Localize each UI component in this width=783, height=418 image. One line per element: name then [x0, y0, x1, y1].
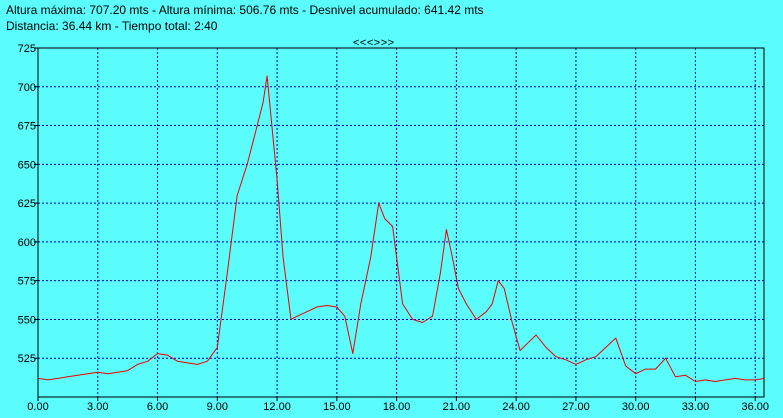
x-tick-label: 30.00 — [622, 401, 650, 413]
plot-border — [37, 47, 765, 398]
y-tick-label: 600 — [18, 237, 36, 249]
x-tick-label: 15.00 — [323, 401, 351, 413]
x-tick-label: 33.00 — [682, 401, 710, 413]
y-tick-label: 725 — [18, 43, 36, 55]
x-tick-label: 27.00 — [562, 401, 590, 413]
x-tick-label: 3.00 — [87, 401, 108, 413]
elevation-line — [37, 75, 765, 382]
x-tick-label: 18.00 — [383, 401, 411, 413]
stats-distance-time-line: Distancia: 36.44 km - Tiempo total: 2:40 — [6, 19, 218, 33]
stats-summary-line: Altura máxima: 707.20 mts - Altura mínim… — [6, 3, 484, 17]
y-tick-label: 675 — [18, 121, 36, 133]
y-tick-label: 700 — [18, 82, 36, 94]
x-tick-label: 24.00 — [502, 401, 530, 413]
x-tick-label: 12.00 — [263, 401, 291, 413]
x-tick-label: 6.00 — [147, 401, 168, 413]
elevation-series — [37, 75, 765, 382]
y-tick-label: 525 — [18, 353, 36, 365]
y-tick-label: 650 — [18, 159, 36, 171]
x-tick-label: 21.00 — [443, 401, 471, 413]
y-axis-ticks: 525 550 575 600 625 650 675 700 725 — [18, 43, 38, 365]
x-axis-ticks: 0.00 3.00 6.00 9.00 12.00 15.00 18.00 21.00 24.0… — [27, 397, 769, 413]
plot-frame — [37, 47, 765, 398]
y-tick-label: 625 — [18, 198, 36, 210]
grid-lines — [38, 48, 764, 397]
x-tick-label: 9.00 — [207, 401, 228, 413]
x-tick-label: 0.00 — [27, 401, 48, 413]
y-tick-label: 575 — [18, 276, 36, 288]
y-tick-label: 550 — [18, 314, 36, 326]
scroll-arrows-button[interactable]: <<<>>> — [353, 37, 395, 49]
x-tick-label: 36.00 — [741, 401, 769, 413]
